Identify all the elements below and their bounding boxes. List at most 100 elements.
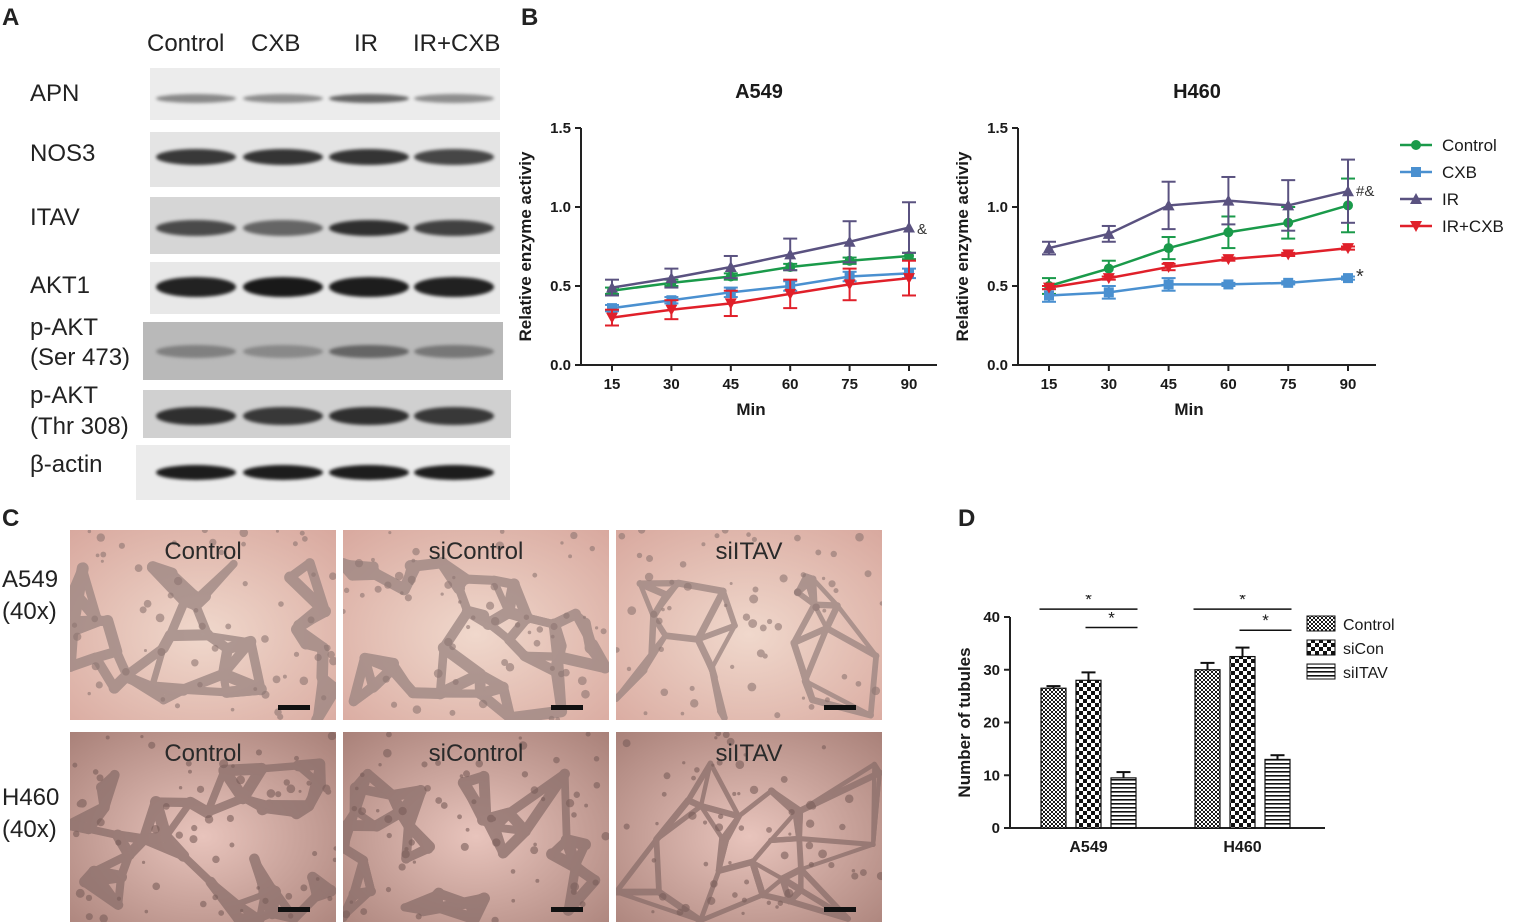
cell: [541, 797, 546, 802]
tubule: [284, 571, 331, 618]
cell: [116, 896, 122, 901]
cell: [384, 581, 392, 589]
cell: [151, 825, 160, 834]
cell: [637, 530, 646, 534]
cell: [470, 615, 476, 620]
cell: [510, 869, 516, 874]
cell: [324, 644, 331, 652]
panel-letter-c: C: [2, 505, 20, 532]
legend-swatch: [1306, 663, 1336, 680]
tubule: [203, 766, 229, 817]
cell: [660, 688, 669, 697]
cell: [732, 892, 738, 898]
blot-label-pakt-ser473-line2: (Ser 473): [30, 344, 131, 371]
cell: [721, 530, 729, 534]
cell: [275, 791, 282, 798]
cell: [85, 913, 93, 921]
cell: [435, 797, 443, 804]
cell: [196, 785, 205, 793]
cell: [562, 668, 570, 677]
y-tick-label: 1.0: [550, 199, 571, 216]
cell: [75, 888, 85, 898]
micrograph-label: Control: [164, 538, 242, 565]
tubule: [205, 876, 244, 922]
cell: [261, 635, 269, 643]
cell: [701, 542, 706, 547]
tubule: [70, 562, 89, 628]
tubule: [790, 601, 818, 646]
cell: [236, 775, 246, 785]
tubule: [117, 851, 133, 881]
cell: [511, 898, 516, 903]
cell: [240, 908, 244, 913]
cell: [410, 581, 414, 585]
cell: [174, 703, 181, 709]
cell: [651, 858, 657, 863]
chart-title: H460: [1173, 81, 1221, 103]
series-line: [1048, 204, 1349, 288]
data-point: [1342, 185, 1354, 197]
data-point: [1410, 193, 1422, 204]
cell: [311, 572, 316, 577]
cell: [821, 576, 826, 581]
micrograph-a549-sicontrol: siControl: [343, 530, 609, 720]
cell: [76, 800, 84, 808]
data-point: [1283, 277, 1294, 288]
cell: [766, 826, 772, 833]
cell: [812, 603, 820, 612]
cell: [658, 893, 667, 901]
cell: [815, 549, 822, 556]
tubule: [709, 623, 738, 671]
bar-control-h460: [1194, 669, 1221, 829]
micrograph-a549-siitav: siITAV: [616, 530, 882, 720]
cell: [851, 872, 859, 880]
cell: [256, 886, 260, 890]
cell: [714, 823, 724, 832]
cell: [801, 696, 806, 700]
blot-band: [156, 148, 236, 165]
cell: [855, 680, 862, 687]
cell: [805, 819, 815, 828]
cell: [465, 827, 470, 832]
cell: [532, 572, 538, 578]
legend: Control CXB IR IR+CXB: [1400, 136, 1504, 236]
cell: [388, 531, 392, 535]
tubule: [101, 614, 123, 658]
cell: [171, 540, 177, 546]
legend-item-control: Control: [1306, 615, 1395, 634]
tubule: [349, 665, 397, 706]
cell: [495, 541, 505, 550]
cell: [730, 664, 735, 670]
cell: [876, 872, 882, 881]
cell: [680, 711, 685, 716]
data-point: [606, 312, 618, 324]
cell: [411, 558, 416, 563]
cell: [688, 811, 697, 820]
cell: [266, 789, 276, 798]
cell: [140, 735, 144, 739]
series-ir: [1042, 158, 1355, 256]
tubule: [113, 830, 134, 859]
tubule: [123, 643, 169, 679]
cell-clusters: [616, 530, 882, 719]
data-point: [843, 235, 856, 247]
lane-label-ir-cxb: IR+CXB: [413, 30, 501, 57]
cell: [383, 748, 392, 758]
cell: [359, 592, 365, 598]
cell: [261, 690, 270, 699]
bar-siitav-a549: [1110, 777, 1137, 829]
cell: [548, 715, 555, 720]
data-point: [1102, 273, 1115, 285]
cell: [573, 791, 581, 798]
tubule-network: [616, 573, 880, 720]
tubule: [637, 581, 656, 620]
y-axis-label: Relative enzyme activiy: [516, 151, 535, 341]
cell: [375, 809, 380, 813]
cell: [255, 749, 263, 756]
blot-band: [414, 344, 494, 358]
cell: [327, 895, 333, 902]
cell: [682, 761, 686, 765]
cell: [805, 841, 814, 850]
cell: [756, 649, 765, 658]
blot-band: [243, 407, 323, 426]
